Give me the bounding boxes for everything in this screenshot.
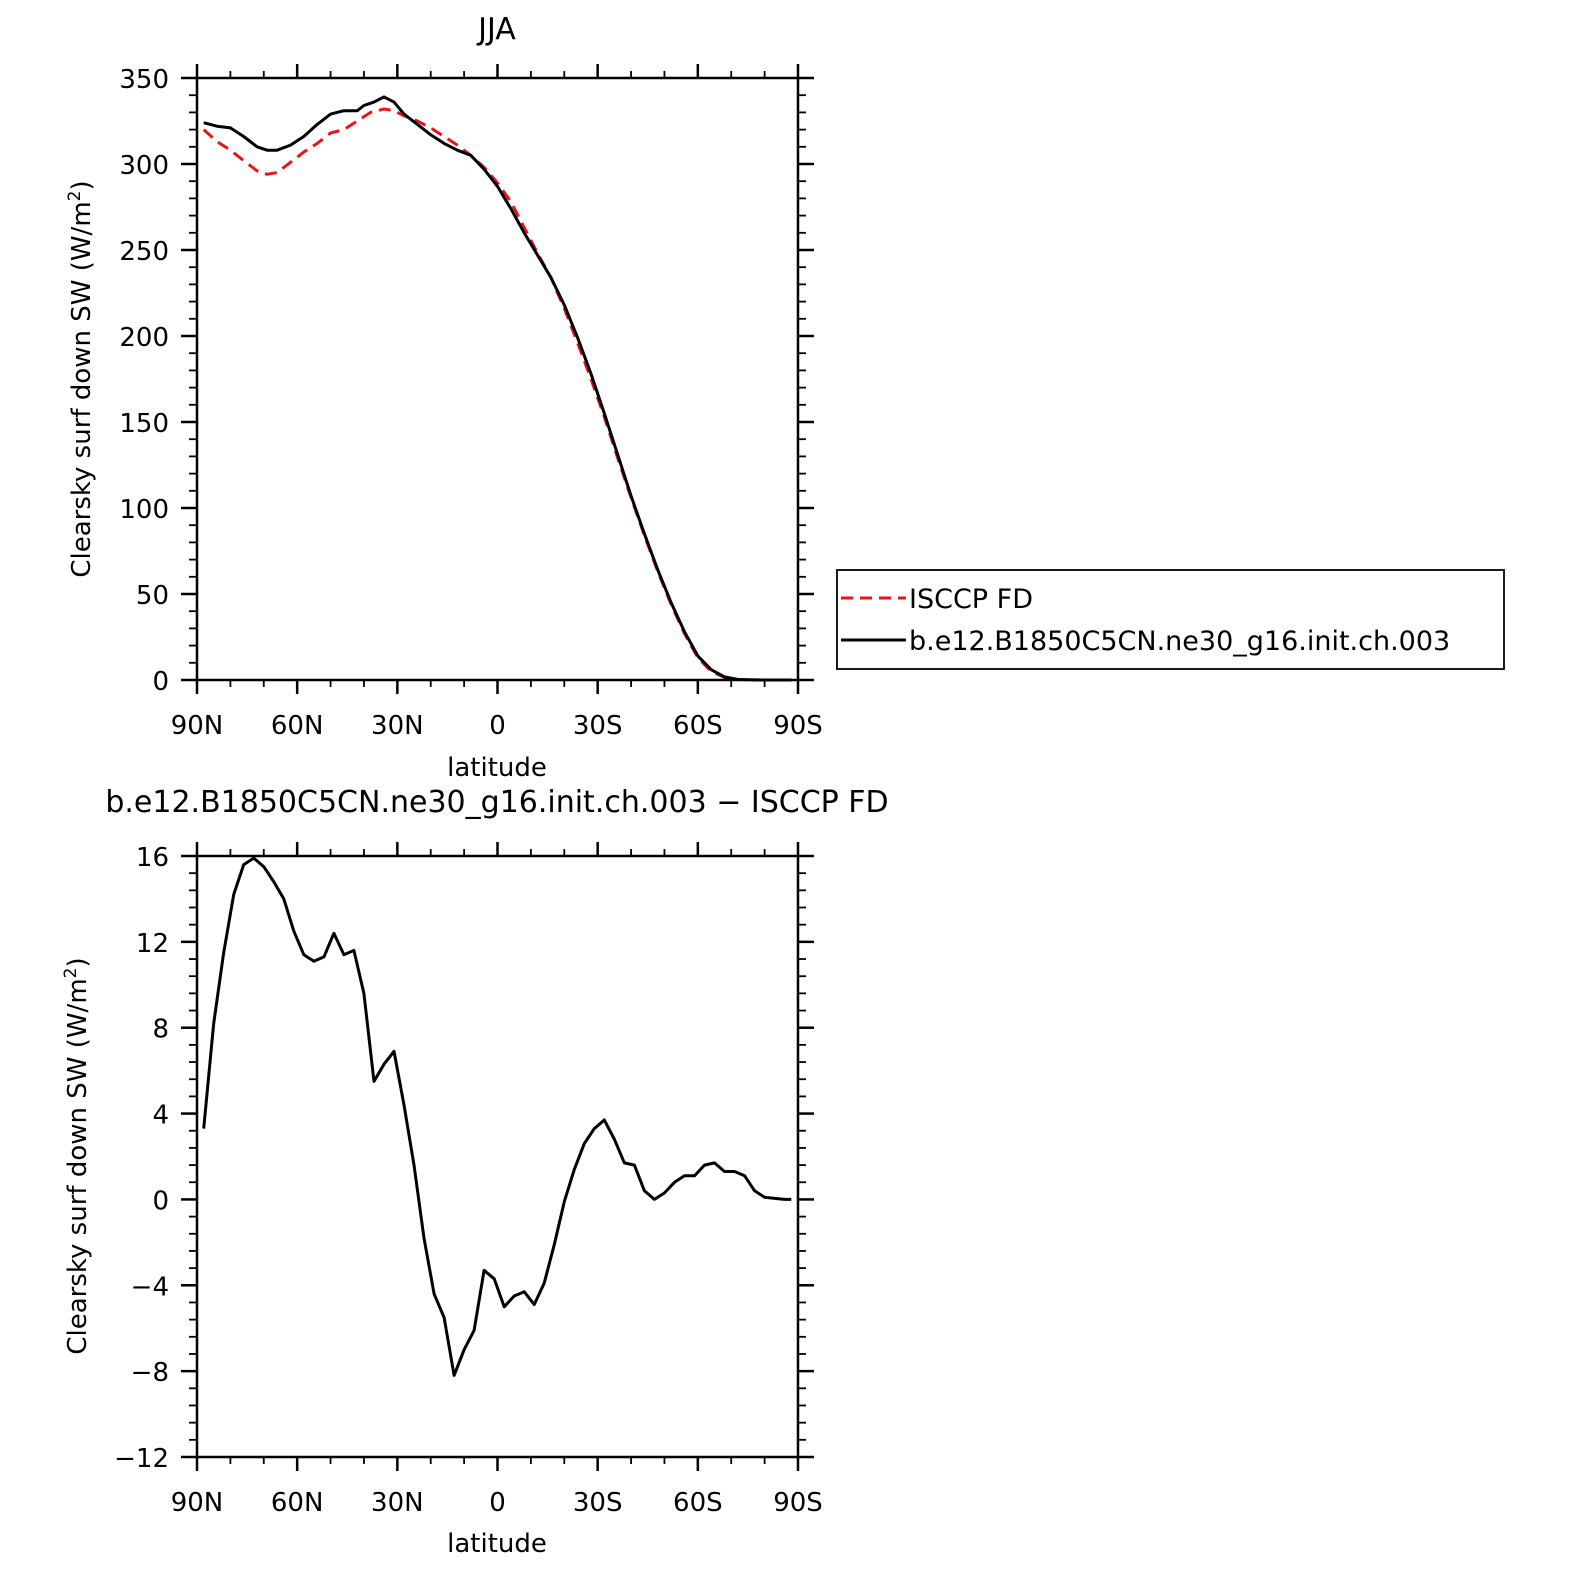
top-series-line-1 [202, 107, 792, 682]
bottom-series-group [202, 856, 792, 1377]
bottom-x-tick-label: 0 [489, 1488, 506, 1518]
top-y-axis-label: Clearsky surf down SW (W/m2) [65, 180, 97, 577]
top-y-tick-label: 300 [119, 151, 169, 181]
bottom-y-tick-label: 4 [152, 1101, 169, 1131]
bottom-y-tick-label: −8 [131, 1358, 169, 1388]
top-y-tick-label: 0 [152, 667, 169, 697]
bottom-y-axis-label-close: ) [63, 957, 93, 967]
bottom-y-axis-label-superscript: 2 [61, 968, 81, 979]
top-y-tick-label: 200 [119, 323, 169, 353]
top-y-tick-label: 350 [119, 65, 169, 95]
bottom-y-axis-label: Clearsky surf down SW (W/m2) [61, 957, 93, 1354]
legend: ISCCP FD b.e12.B1850C5CN.ne30_g16.init.c… [836, 569, 1505, 670]
bottom-y-tick-label: −4 [131, 1272, 169, 1302]
bottom-y-tick-label: −12 [114, 1444, 169, 1474]
top-x-tick-label: 30N [371, 711, 424, 741]
top-series-group [202, 95, 792, 682]
top-x-tick-label: 60S [673, 711, 723, 741]
top-x-tick-label: 90N [171, 711, 224, 741]
bottom-x-tick-label: 30N [371, 1488, 424, 1518]
bottom-x-tick-label: 90S [773, 1488, 823, 1518]
panel-bottom: b.e12.B1850C5CN.ne30_g16.init.ch.003 − I… [61, 785, 889, 1559]
top-series-line-2 [203, 95, 792, 682]
bottom-x-axis-label: latitude [447, 1529, 547, 1559]
legend-label-isccp-fd: ISCCP FD [909, 584, 1033, 615]
top-x-tick-labels: 90N 60N 30N 0 30S 60S 90S [171, 711, 823, 741]
top-y-axis-label-superscript: 2 [65, 191, 85, 202]
bottom-series-line-1 [202, 856, 792, 1377]
bottom-y-axis-label-main: Clearsky surf down SW (W/m [63, 978, 93, 1354]
top-y-tick-label: 150 [119, 409, 169, 439]
top-axis-ticks [181, 64, 814, 694]
top-y-axis-label-close: ) [67, 180, 97, 190]
bottom-x-tick-label: 30S [573, 1488, 623, 1518]
bottom-x-tick-label: 60N [271, 1488, 324, 1518]
bottom-y-tick-label: 12 [136, 929, 169, 959]
top-y-tick-label: 100 [119, 495, 169, 525]
top-x-tick-label: 90S [773, 711, 823, 741]
bottom-y-tick-label: 16 [136, 843, 169, 873]
bottom-x-tick-label: 90N [171, 1488, 224, 1518]
bottom-y-tick-label: 8 [152, 1015, 169, 1045]
bottom-x-tick-label: 60S [673, 1488, 723, 1518]
bottom-y-tick-labels: −12 −8 −4 0 4 8 12 16 [114, 843, 169, 1474]
bottom-chart-title: b.e12.B1850C5CN.ne30_g16.init.ch.003 − I… [105, 785, 888, 820]
top-y-tick-label: 250 [119, 237, 169, 267]
bottom-plot-frame [195, 854, 800, 1459]
top-y-axis-label-main: Clearsky surf down SW (W/m [67, 201, 97, 577]
top-y-tick-labels: 0 50 100 150 200 250 300 350 [119, 65, 169, 697]
top-x-tick-label: 0 [489, 711, 506, 741]
top-x-tick-label: 30S [573, 711, 623, 741]
top-plot-frame [195, 76, 800, 682]
bottom-axis-ticks [181, 842, 814, 1471]
top-chart-title: JJA [476, 12, 516, 47]
panel-top: JJA 90N 60N 30N 0 30S 60S 90S 0 50 100 150 200 250 3… [65, 12, 1505, 783]
bottom-x-tick-labels: 90N 60N 30N 0 30S 60S 90S [171, 1488, 823, 1518]
top-x-axis-label: latitude [447, 753, 547, 783]
legend-box [836, 569, 1505, 670]
legend-label-model: b.e12.B1850C5CN.ne30_g16.init.ch.003 [909, 626, 1450, 657]
top-y-tick-label: 50 [136, 581, 169, 611]
top-x-tick-label: 60N [271, 711, 324, 741]
bottom-y-tick-label: 0 [152, 1186, 169, 1216]
